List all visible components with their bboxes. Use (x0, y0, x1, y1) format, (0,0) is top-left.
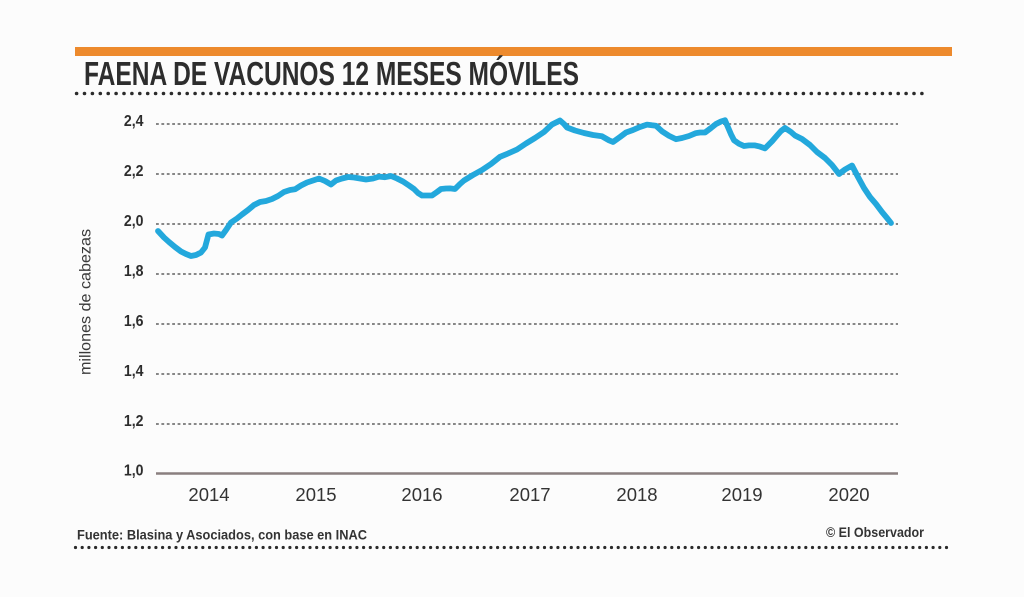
svg-text:1,4: 1,4 (124, 363, 144, 380)
svg-text:2,0: 2,0 (124, 213, 144, 230)
svg-text:© El Observador: © El Observador (826, 525, 925, 540)
svg-text:2019: 2019 (721, 484, 762, 505)
svg-text:2,4: 2,4 (124, 113, 144, 130)
svg-text:2016: 2016 (401, 484, 442, 505)
svg-text:2014: 2014 (188, 484, 229, 505)
svg-text:2,2: 2,2 (124, 163, 144, 180)
svg-text:2015: 2015 (295, 484, 336, 505)
svg-text:1,0: 1,0 (124, 463, 144, 480)
svg-text:Fuente: Blasina y Asociados, c: Fuente: Blasina y Asociados, con base en… (77, 528, 367, 543)
svg-text:1,2: 1,2 (124, 413, 144, 430)
svg-text:FAENA DE VACUNOS 12 MESES MÓVI: FAENA DE VACUNOS 12 MESES MÓVILES (84, 55, 579, 93)
svg-text:2017: 2017 (509, 484, 550, 505)
svg-text:1,8: 1,8 (124, 263, 144, 280)
svg-text:2018: 2018 (616, 484, 657, 505)
svg-text:1,6: 1,6 (124, 313, 144, 330)
svg-text:millones de cabezas: millones de cabezas (78, 229, 95, 375)
svg-text:2020: 2020 (828, 484, 869, 505)
